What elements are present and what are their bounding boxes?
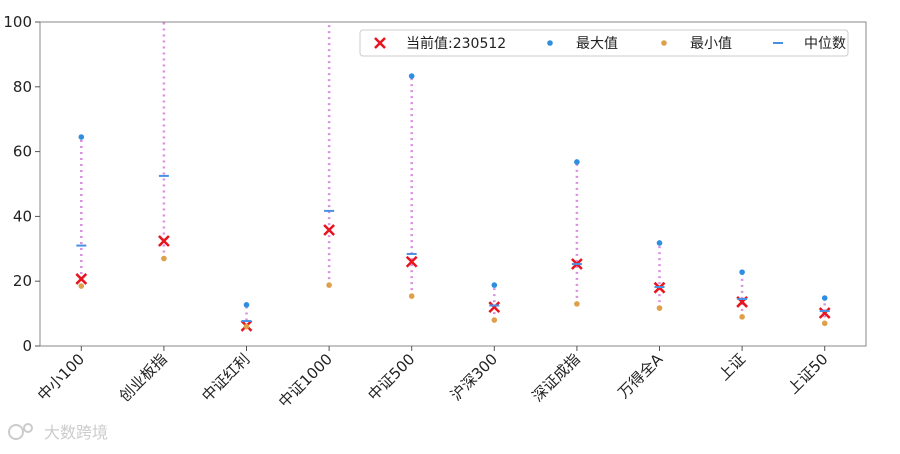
legend-label: 当前值:230512 [406,35,506,52]
current-x [323,224,335,236]
watermark-logo: 大数跨境 [8,423,108,442]
plot-marks [75,13,831,332]
dot [326,13,332,19]
dot [243,323,250,330]
dot [739,314,745,320]
dot [491,317,498,323]
dot [408,293,415,299]
y-tick-label: 80 [13,78,32,96]
legend-marker [547,40,553,46]
x-tick-label: 深证成指 [529,350,584,405]
dot [656,305,663,311]
legend-marker [661,40,667,46]
y-tick-label: 40 [13,207,32,225]
x-tick-label: 中证500 [364,350,418,404]
dot [491,282,498,288]
plot-frame [39,21,867,347]
legend-label: 中位数 [804,36,846,52]
x-tick-label: 中小100 [34,350,88,404]
current-x [488,301,501,314]
y-tick-label: 0 [22,337,32,355]
dot [574,301,580,307]
y-tick-label: 100 [3,13,32,31]
dot [739,269,745,275]
current-x [818,307,831,319]
dot [574,159,580,165]
current-x [405,255,418,268]
x-tick-label: 万得全A [615,350,667,402]
dot [656,240,663,246]
dot [821,320,828,327]
x-tick-label: 中证红利 [198,350,253,405]
dot [408,73,415,79]
x-tick-label: 创业板指 [116,350,171,405]
x-tick-label: 沪深300 [447,350,501,404]
legend-box [359,29,849,57]
dot [78,134,85,140]
dot [78,283,85,289]
watermark: 大数跨境 [44,423,108,442]
dot [161,255,167,262]
y-tick-label: 60 [13,143,32,161]
x-tick-label: 中证1000 [275,350,336,411]
dot [243,302,250,308]
x-tick-label: 上证 [715,350,749,384]
legend-label: 最大值 [576,36,618,52]
dot [821,295,828,301]
y-tick-label: 20 [13,272,32,290]
dot [326,282,332,288]
current-x [158,235,170,247]
legend-label: 最小值 [690,36,732,52]
current-x [75,273,88,285]
legend-marker [374,37,386,49]
x-tick-label: 上证50 [784,350,831,397]
